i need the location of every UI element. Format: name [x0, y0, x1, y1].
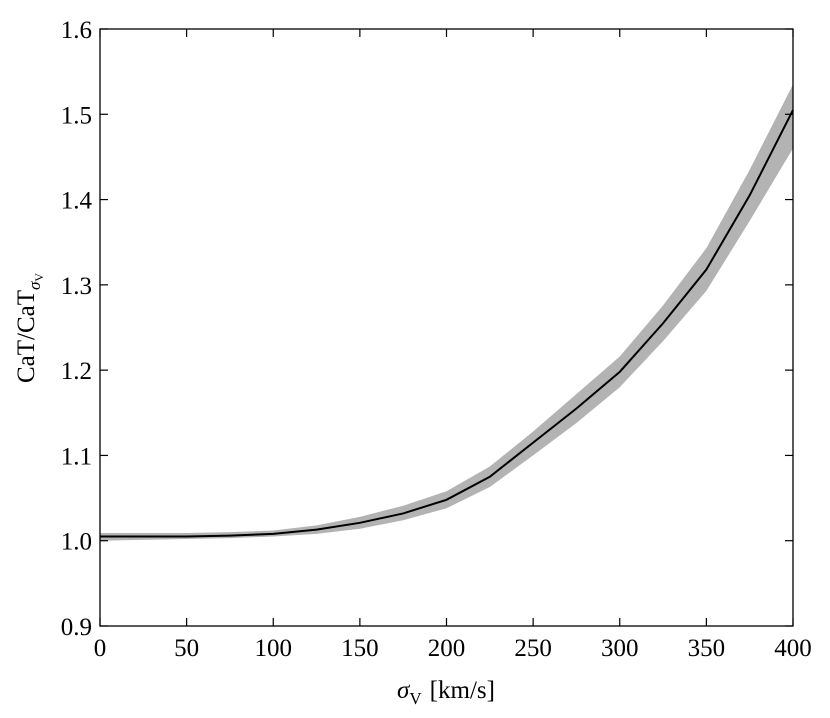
y-label-subsubscript: V: [32, 273, 46, 282]
x-tick-label: 300: [601, 635, 639, 662]
x-label-subscript: V: [409, 689, 422, 708]
x-label-unit: [km/s]: [430, 677, 495, 704]
uncertainty-band: [100, 84, 793, 541]
y-tick-label: 1.3: [61, 273, 92, 300]
y-axis-label: CaT/CaTσV: [13, 273, 46, 383]
x-tick-label: 250: [514, 635, 552, 662]
x-label-symbol: σ: [397, 677, 411, 704]
y-label-main: CaT/CaT: [13, 290, 40, 383]
y-tick-label: 0.9: [61, 614, 92, 641]
x-tick-label: 50: [174, 635, 199, 662]
x-tick-label: 0: [94, 635, 107, 662]
line: [100, 109, 794, 538]
x-tick-label: 150: [341, 635, 379, 662]
x-axis-label: σV [km/s]: [397, 677, 495, 708]
x-tick-label: 350: [688, 635, 726, 662]
y-tick-label: 1.6: [61, 17, 92, 44]
y-tick-label: 1.0: [61, 529, 92, 556]
y-tick-label: 1.1: [61, 443, 92, 470]
x-tick-label: 200: [428, 635, 466, 662]
y-tick-label: 1.5: [61, 102, 92, 129]
y-label-subscript: σ: [25, 281, 44, 290]
x-tick-label: 400: [774, 635, 812, 662]
y-tick-label: 1.4: [61, 188, 93, 215]
y-tick-label: 1.2: [61, 358, 92, 385]
x-tick-label: 100: [255, 635, 293, 662]
